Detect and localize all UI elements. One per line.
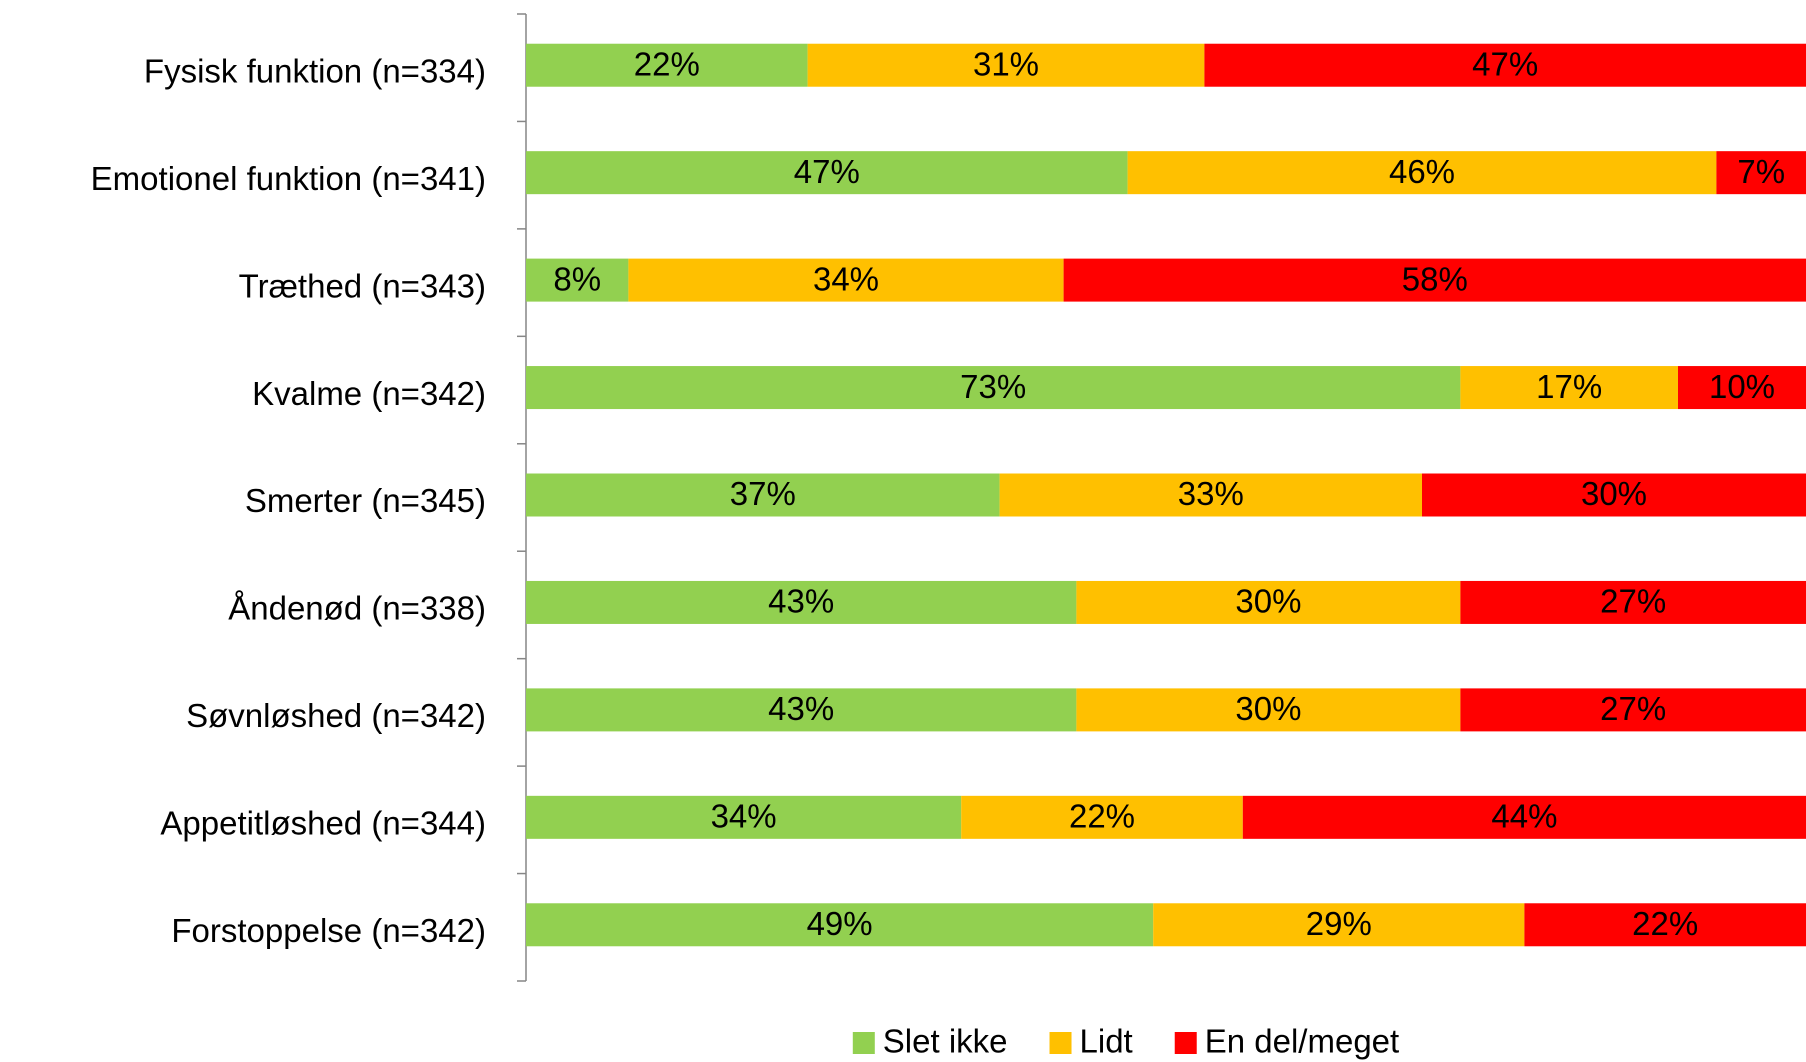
data-label: 27%	[1600, 583, 1666, 620]
data-label: 73%	[960, 368, 1026, 405]
data-label: 27%	[1600, 690, 1666, 727]
bar-segment	[1204, 43, 1806, 87]
bar-segment	[1460, 366, 1678, 410]
data-label: 43%	[768, 690, 834, 727]
bar-segment	[961, 795, 1243, 839]
data-label: 31%	[973, 45, 1039, 82]
bar-segment	[1153, 903, 1525, 947]
data-label: 34%	[711, 798, 777, 835]
bar-segment	[526, 688, 1077, 732]
bar-segment	[526, 473, 1000, 517]
category-label: Træthed (n=343)	[239, 267, 486, 304]
data-label: 8%	[553, 260, 601, 297]
data-label: 33%	[1178, 475, 1244, 512]
legend-label: En del/meget	[1205, 1023, 1399, 1060]
bar-segment	[1460, 580, 1806, 624]
data-label: 30%	[1235, 690, 1301, 727]
data-label: 22%	[1632, 905, 1698, 942]
bar-segment	[526, 151, 1128, 195]
category-label: Appetitløshed (n=344)	[160, 805, 486, 842]
bar-segment	[1063, 258, 1806, 302]
bar-segment	[526, 366, 1461, 410]
bar-segment	[1524, 903, 1806, 947]
bar-segment	[628, 258, 1064, 302]
bar-segment	[1076, 580, 1461, 624]
bar-segment	[526, 580, 1077, 624]
category-label: Åndenød (n=338)	[228, 590, 486, 627]
legend-swatch	[852, 1032, 875, 1054]
bar-segment	[526, 795, 962, 839]
data-label: 10%	[1709, 368, 1775, 405]
bar-segment	[1242, 795, 1806, 839]
bar-segment	[999, 473, 1422, 517]
data-label: 47%	[794, 153, 860, 190]
data-label: 58%	[1402, 260, 1468, 297]
legend-swatch	[1049, 1032, 1072, 1054]
bar-segment	[807, 43, 1205, 87]
data-label: 47%	[1472, 45, 1538, 82]
data-label: 43%	[768, 583, 834, 620]
bar-segment	[1716, 151, 1806, 195]
category-label: Forstoppelse (n=342)	[171, 912, 486, 949]
category-label: Smerter (n=345)	[245, 482, 486, 519]
category-label: Kvalme (n=342)	[252, 375, 486, 412]
data-label: 49%	[807, 905, 873, 942]
data-label: 46%	[1389, 153, 1455, 190]
data-label: 30%	[1235, 583, 1301, 620]
data-label: 44%	[1491, 798, 1557, 835]
bar-segment	[1678, 366, 1806, 410]
category-label: Emotionel funktion (n=341)	[91, 160, 486, 197]
data-label: 34%	[813, 260, 879, 297]
data-label: 22%	[1069, 798, 1135, 835]
bar-segment	[526, 43, 808, 87]
data-label: 29%	[1306, 905, 1372, 942]
data-label: 7%	[1737, 153, 1785, 190]
bar-segment	[1076, 688, 1461, 732]
data-label: 37%	[730, 475, 796, 512]
bar-segment	[1460, 688, 1806, 732]
legend-label: Lidt	[1080, 1023, 1133, 1060]
bar-segment	[526, 903, 1154, 947]
legend-swatch	[1174, 1032, 1197, 1054]
bar-segment	[526, 258, 629, 302]
category-label: Fysisk funktion (n=334)	[144, 52, 486, 89]
bar-segment	[1127, 151, 1717, 195]
data-label: 17%	[1536, 368, 1602, 405]
data-label: 22%	[634, 45, 700, 82]
legend-label: Slet ikke	[883, 1023, 1008, 1060]
category-label: Søvnløshed (n=342)	[186, 697, 486, 734]
bar-segment	[1422, 473, 1806, 517]
data-label: 30%	[1581, 475, 1647, 512]
